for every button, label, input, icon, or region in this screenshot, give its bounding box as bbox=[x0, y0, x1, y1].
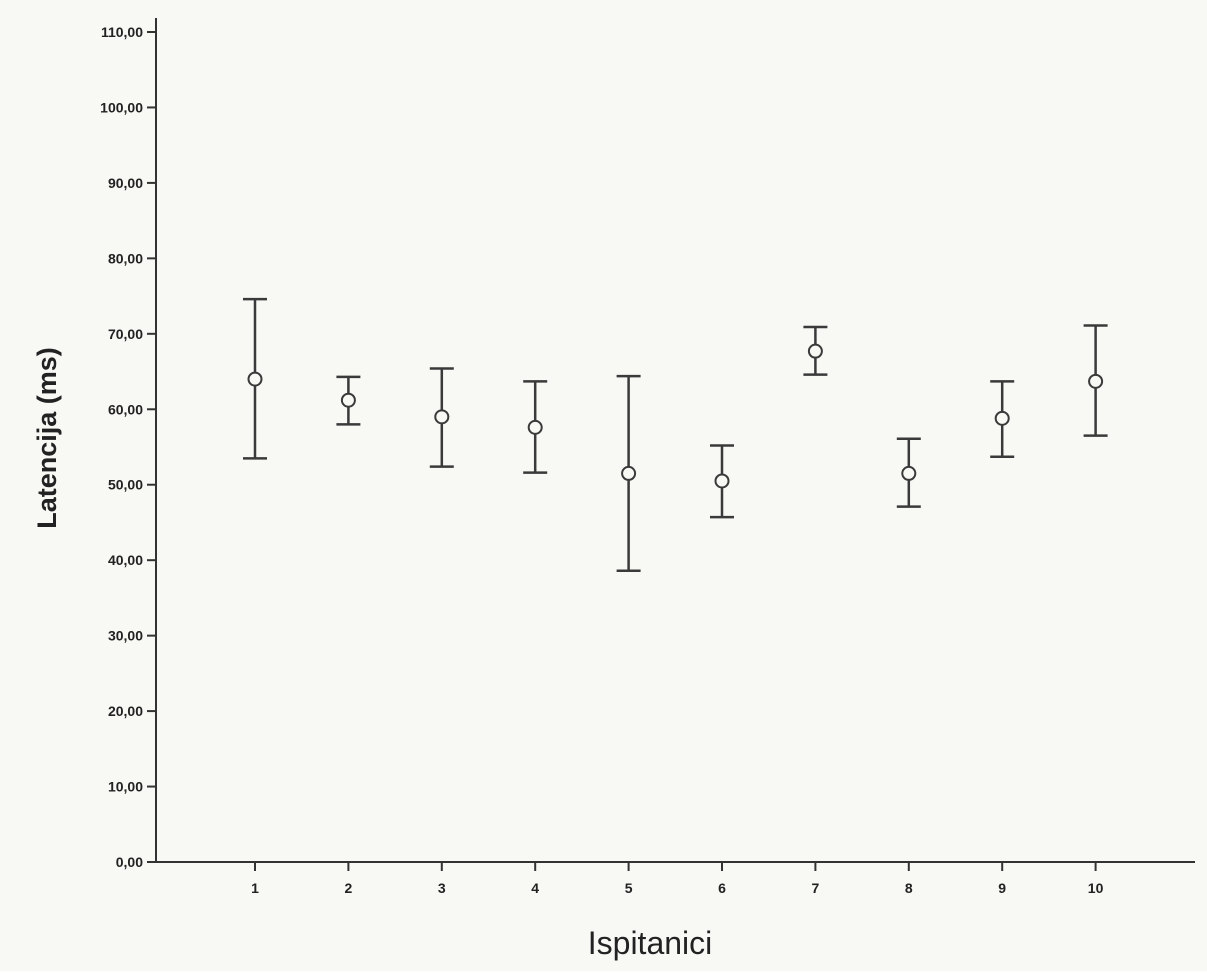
x-tick-label: 1 bbox=[251, 880, 259, 896]
x-axis-title: Ispitanici bbox=[588, 925, 713, 961]
y-tick-label: 60,00 bbox=[108, 401, 143, 417]
error-bar-group bbox=[616, 374, 641, 572]
y-tick-label: 0,00 bbox=[116, 854, 143, 870]
y-axis-title: Latencija (ms) bbox=[32, 347, 62, 529]
mean-point bbox=[247, 371, 263, 387]
y-tick-label: 90,00 bbox=[108, 175, 143, 191]
x-tick-label: 3 bbox=[438, 880, 446, 896]
y-tick-label: 80,00 bbox=[108, 250, 143, 266]
mean-point bbox=[901, 465, 917, 481]
data-marks bbox=[243, 297, 1108, 572]
error-bar-group bbox=[523, 380, 548, 474]
error-bar-group bbox=[990, 380, 1015, 459]
y-tick-label: 10,00 bbox=[108, 779, 143, 795]
x-tick-label: 10 bbox=[1088, 880, 1104, 896]
mean-point bbox=[340, 392, 356, 408]
mean-point bbox=[434, 409, 450, 425]
mean-point bbox=[1088, 373, 1104, 389]
error-bar-group bbox=[803, 325, 828, 376]
y-tick-label: 110,00 bbox=[101, 24, 143, 40]
y-tick-label: 40,00 bbox=[108, 552, 143, 568]
mean-point bbox=[994, 410, 1010, 426]
x-tick-label: 8 bbox=[905, 880, 913, 896]
x-tick-label: 2 bbox=[345, 880, 353, 896]
error-bar-group bbox=[336, 375, 361, 426]
error-bar-group bbox=[1083, 324, 1108, 437]
x-tick-label: 6 bbox=[718, 880, 726, 896]
mean-point bbox=[714, 473, 730, 489]
y-tick-label: 100,00 bbox=[100, 99, 143, 115]
error-bar-group bbox=[243, 297, 267, 460]
error-bar-group bbox=[429, 367, 454, 468]
mean-point bbox=[621, 465, 637, 481]
mean-point bbox=[807, 343, 823, 359]
mean-point bbox=[527, 419, 543, 435]
error-bar-group bbox=[896, 437, 921, 508]
x-axis-ticks: 1 2 3 4 5 6 7 8 9 10 bbox=[251, 862, 1104, 896]
y-tick-label: 70,00 bbox=[108, 326, 143, 342]
y-tick-label: 30,00 bbox=[108, 628, 143, 644]
x-tick-label: 4 bbox=[531, 880, 539, 896]
y-tick-label: 20,00 bbox=[108, 703, 143, 719]
y-axis-ticks: 0,00 10,00 20,00 30,00 40,00 50,00 60,00 70,00 8… bbox=[100, 24, 156, 870]
x-tick-label: 7 bbox=[812, 880, 820, 896]
error-bar-group bbox=[710, 444, 734, 519]
y-tick-label: 50,00 bbox=[108, 477, 143, 493]
x-tick-label: 9 bbox=[998, 880, 1006, 896]
x-tick-label: 5 bbox=[625, 880, 633, 896]
